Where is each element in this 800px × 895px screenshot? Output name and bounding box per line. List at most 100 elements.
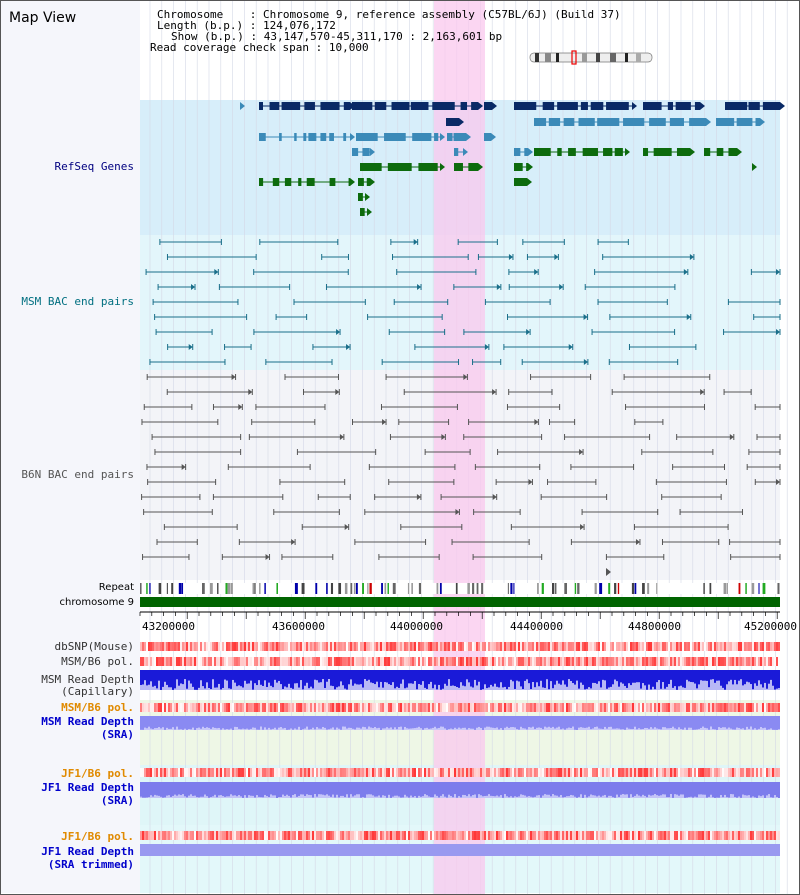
polymorphism-density-bin [360, 657, 362, 666]
repeat-track-label[interactable]: Repeat [98, 582, 134, 593]
msm-bac-track-label[interactable]: MSM BAC end pairs [21, 295, 134, 308]
read-depth-bin [222, 782, 224, 797]
b6n-bac-track-label[interactable]: B6N BAC end pairs [21, 468, 134, 481]
jf1-read-depth-trimmed-label[interactable]: JF1 Read Depth [41, 845, 134, 858]
polymorphism-density-bin [682, 657, 684, 666]
polymorphism-density-bin [162, 703, 164, 712]
polymorphism-density-bin [688, 642, 690, 651]
polymorphism-density-bin [146, 831, 148, 840]
read-depth-bin [516, 782, 518, 797]
polymorphism-density-bin [554, 657, 556, 666]
read-depth-bin [222, 670, 224, 688]
polymorphism-density-bin [218, 831, 220, 840]
polymorphism-density-bin [456, 703, 458, 712]
jf1-read-depth-sra-label[interactable]: JF1 Read Depth [41, 781, 134, 794]
read-depth-bin [598, 716, 600, 729]
polymorphism-density-bin [434, 703, 436, 712]
polymorphism-density-bin [226, 831, 228, 840]
read-depth-bin [666, 782, 668, 798]
read-depth-bin [768, 670, 770, 684]
read-depth-bin [440, 716, 442, 727]
polymorphism-density-bin [550, 768, 552, 777]
polymorphism-density-bin [654, 642, 656, 651]
polymorphism-density-bin [180, 703, 182, 712]
polymorphism-density-bin [242, 831, 244, 840]
polymorphism-density-bin [172, 657, 174, 666]
read-depth-bin [248, 716, 250, 730]
read-depth-bin [690, 782, 692, 797]
polymorphism-density-bin [408, 831, 410, 840]
polymorphism-density-bin [764, 768, 766, 777]
gene-exon [534, 148, 551, 156]
read-depth-bin [732, 782, 734, 795]
polymorphism-density-bin [628, 831, 630, 840]
polymorphism-density-bin [752, 703, 754, 712]
polymorphism-density-bin [568, 831, 570, 840]
read-depth-bin [600, 782, 602, 797]
read-depth-bin [568, 782, 570, 797]
polymorphism-density-bin [596, 642, 598, 651]
polymorphism-density-bin [572, 703, 574, 712]
read-depth-bin [362, 782, 364, 798]
polymorphism-density-bin [642, 831, 644, 840]
read-depth-bin [152, 782, 154, 797]
polymorphism-density-bin [462, 831, 464, 840]
refseq-track-label[interactable]: RefSeq Genes [54, 160, 134, 173]
polymorphism-density-bin [594, 657, 596, 666]
polymorphism-density-bin [180, 642, 182, 651]
read-depth-bin [396, 670, 398, 687]
polymorphism-density-bin [724, 831, 726, 840]
polymorphism-density-bin [224, 768, 226, 777]
read-depth-bin [196, 670, 198, 690]
polymorphism-density-bin [212, 831, 214, 840]
polymorphism-density-bin [728, 642, 730, 651]
polymorphism-density-bin [254, 703, 256, 712]
read-depth-bin [380, 782, 382, 798]
polymorphism-density-bin [188, 831, 190, 840]
polymorphism-density-bin [342, 657, 344, 666]
gene-exon [460, 102, 468, 110]
msm-b6-pol-track-label[interactable]: MSM/B6 pol. [61, 655, 134, 668]
read-depth-bin [714, 782, 716, 798]
polymorphism-density-bin [612, 831, 614, 840]
read-depth-bin [318, 670, 320, 683]
chromosome-track-label[interactable]: chromosome 9 [59, 597, 134, 608]
gene-exon [329, 178, 336, 186]
gene-exon [384, 133, 406, 141]
read-depth-bin [466, 716, 468, 730]
jf1-b6-pol-track-label[interactable]: JF1/B6 pol. [61, 767, 134, 780]
polymorphism-density-bin [378, 768, 380, 777]
read-depth-bin [144, 670, 146, 681]
polymorphism-density-bin [422, 768, 424, 777]
jf1-b6-pol-trimmed-track-label[interactable]: JF1/B6 pol. [61, 830, 134, 843]
polymorphism-density-bin [544, 768, 546, 777]
polymorphism-density-bin [696, 768, 698, 777]
dbsnp-track-label[interactable]: dbSNP(Mouse) [54, 640, 134, 653]
polymorphism-density-bin [338, 831, 340, 840]
polymorphism-density-bin [772, 703, 774, 712]
polymorphism-density-bin [190, 657, 192, 666]
polymorphism-density-bin [190, 831, 192, 840]
polymorphism-density-bin [566, 703, 568, 712]
read-depth-bin [256, 670, 258, 686]
gene-exon [360, 208, 365, 216]
polymorphism-density-bin [264, 642, 266, 651]
polymorphism-density-bin [346, 642, 348, 651]
msm-read-depth-sra-label[interactable]: MSM Read Depth [41, 715, 134, 728]
msm-b6-pol-sra-track-label[interactable]: MSM/B6 pol. [61, 701, 134, 714]
polymorphism-density-bin [664, 768, 666, 777]
gene-exon [716, 148, 724, 156]
polymorphism-density-bin [468, 703, 470, 712]
read-depth-bin [496, 670, 498, 687]
msm-read-depth-capillary-label[interactable]: MSM Read Depth [41, 673, 134, 686]
polymorphism-density-bin [718, 657, 720, 666]
read-depth-bin [388, 716, 390, 729]
read-depth-bin [640, 782, 642, 797]
polymorphism-density-bin [610, 703, 612, 712]
polymorphism-density-bin [268, 657, 270, 666]
read-depth-bin [300, 716, 302, 730]
polymorphism-density-bin [618, 657, 620, 666]
polymorphism-density-bin [378, 657, 380, 666]
polymorphism-density-bin [710, 657, 712, 666]
